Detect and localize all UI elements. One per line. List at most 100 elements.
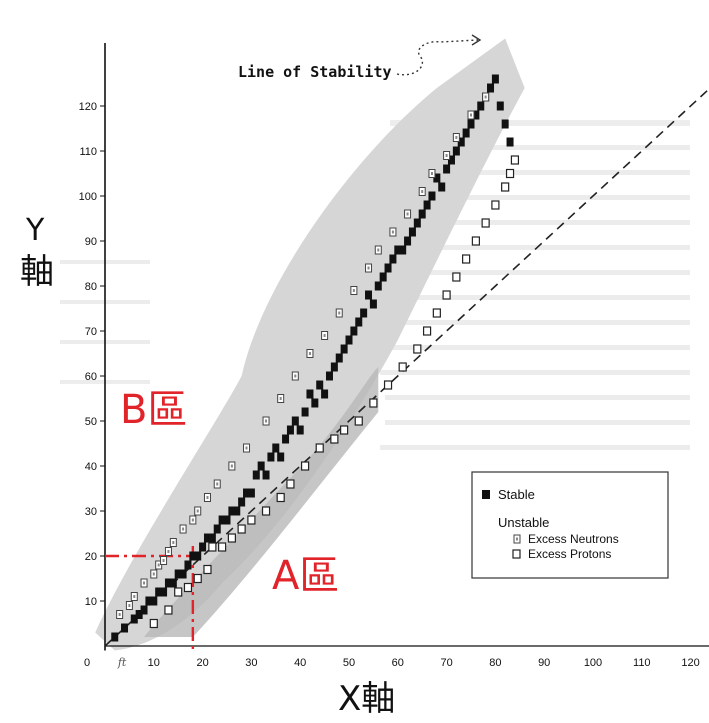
stable-point xyxy=(491,74,499,84)
excess-proton-point xyxy=(383,380,393,390)
data-points xyxy=(111,74,520,642)
excess-neutron-point-core xyxy=(308,352,311,355)
stable-point xyxy=(350,326,358,336)
excess-proton-point xyxy=(227,533,236,543)
stable-point xyxy=(291,416,299,426)
y-tick-label: 110 xyxy=(79,146,97,158)
stable-point xyxy=(208,533,216,543)
legend-excess-protons-label: Excess Protons xyxy=(528,547,611,561)
excess-neutron-point-core xyxy=(172,541,175,544)
stable-point xyxy=(277,452,285,462)
excess-neutron-point-core xyxy=(167,550,170,553)
stable-point xyxy=(447,155,455,165)
stable-point xyxy=(413,218,421,228)
stable-point xyxy=(272,443,280,453)
stable-point xyxy=(218,515,226,525)
excess-neutron-point-core xyxy=(470,113,472,117)
excess-neutron-point-core xyxy=(206,496,209,499)
stable-point xyxy=(457,137,465,147)
stable-point xyxy=(477,101,485,111)
stable-point xyxy=(164,578,172,588)
excess-neutron-point-core xyxy=(421,190,424,193)
x-axis-label: X軸 xyxy=(338,679,396,719)
excess-neutron-point-core xyxy=(118,613,121,616)
stable-point xyxy=(369,299,377,309)
excess-neutron-point-core xyxy=(230,464,233,468)
stable-point xyxy=(160,587,168,597)
excess-neutron-point-core xyxy=(455,136,458,139)
stable-point xyxy=(394,245,402,255)
excess-neutron-point-core xyxy=(391,230,394,234)
y-tick-label: 60 xyxy=(85,371,97,383)
stable-point xyxy=(257,461,265,471)
annotation-arrowhead xyxy=(471,34,482,46)
stable-point xyxy=(311,398,319,408)
stable-point xyxy=(433,173,441,183)
excess-neutron-point-core xyxy=(182,527,185,531)
excess-proton-point xyxy=(471,236,480,246)
stable-point xyxy=(150,596,158,606)
x-tick-label: 120 xyxy=(681,657,699,669)
stable-point xyxy=(140,605,148,615)
excess-proton-point xyxy=(510,155,520,165)
stable-point xyxy=(423,200,431,210)
axes xyxy=(104,43,709,651)
stable-point xyxy=(399,245,407,255)
excess-proton-point xyxy=(247,515,256,525)
excess-neutron-point-core xyxy=(143,581,146,585)
excess-proton-point xyxy=(354,416,363,426)
stable-point xyxy=(428,191,436,201)
excess-neutron-point-core xyxy=(367,266,370,270)
excess-neutron-point-core xyxy=(128,604,131,607)
excess-neutron-point-core xyxy=(352,289,355,292)
excess-proton-point xyxy=(149,618,158,629)
y-axis-label: Y xyxy=(26,213,45,248)
x-tick-label: 50 xyxy=(343,657,355,669)
stable-point xyxy=(325,371,333,381)
stable-point xyxy=(374,281,382,291)
stable-point xyxy=(238,497,246,507)
excess-proton-point xyxy=(505,168,515,179)
stable-point xyxy=(443,164,451,174)
stable-point xyxy=(462,128,470,138)
reference-dashed-line xyxy=(104,87,709,647)
excess-proton-point xyxy=(261,506,271,516)
stable-point xyxy=(252,470,260,480)
stable-point xyxy=(404,236,412,246)
stable-point xyxy=(316,380,324,390)
x-tick-label: 0 xyxy=(84,657,90,669)
stable-point xyxy=(189,551,197,561)
excess-proton-point xyxy=(276,492,285,503)
region-b-label: B區 xyxy=(120,387,188,433)
excess-neutron-point-core xyxy=(191,518,194,522)
stable-point xyxy=(233,506,241,516)
stable-point xyxy=(501,119,509,129)
stable-point xyxy=(301,407,309,417)
stable-point xyxy=(496,101,504,111)
stable-point xyxy=(452,146,460,156)
stable-point xyxy=(296,425,304,435)
excess-proton-point xyxy=(442,290,451,300)
y-tick-label: 30 xyxy=(85,506,97,518)
region-marker-lines xyxy=(105,546,203,652)
excess-neutron-point-core xyxy=(294,374,297,378)
stable-point xyxy=(223,515,231,525)
stable-point xyxy=(203,533,211,543)
x-tick-label: 30 xyxy=(245,657,257,669)
excess-proton-point xyxy=(164,605,173,615)
excess-proton-point xyxy=(432,308,441,318)
excess-proton-point xyxy=(174,587,183,597)
stable-point xyxy=(408,227,416,237)
excess-proton-point xyxy=(398,362,407,372)
stable-point xyxy=(247,488,255,498)
excess-proton-point xyxy=(286,479,295,489)
y-axis-label-cjk: 軸 xyxy=(20,252,54,292)
stable-point xyxy=(135,610,143,619)
y-tick-label: 70 xyxy=(85,326,97,338)
stable-point xyxy=(321,389,329,399)
stable-point xyxy=(267,452,275,462)
y-tick-label: 40 xyxy=(85,461,97,473)
stable-point xyxy=(121,623,129,633)
